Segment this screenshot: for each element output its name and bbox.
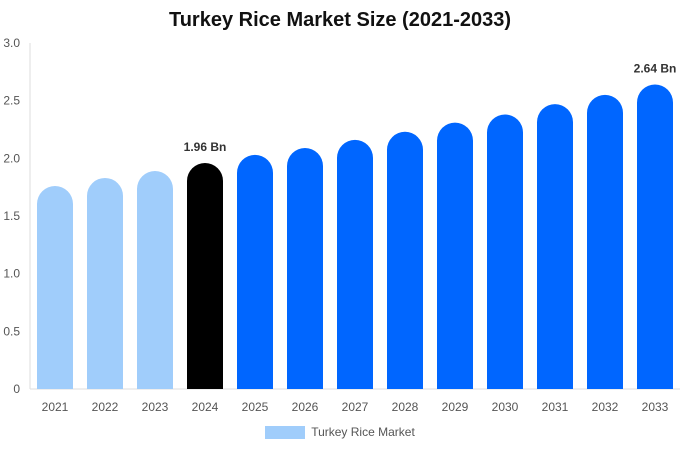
legend[interactable]: Turkey Rice Market [0,425,680,439]
y-tick-label: 1.5 [3,209,20,223]
x-tick-label: 2032 [592,400,619,414]
bar-2023[interactable] [137,171,173,389]
y-tick-label: 2.5 [3,94,20,108]
x-tick-label: 2029 [442,400,469,414]
x-tick-label: 2026 [292,400,319,414]
x-tick-label: 2023 [142,400,169,414]
bar-2026[interactable] [287,147,323,389]
bar-2032[interactable] [587,94,623,389]
x-tick-label: 2022 [92,400,119,414]
legend-label: Turkey Rice Market [311,425,415,439]
x-tick-label: 2024 [192,400,219,414]
bar-2027[interactable] [337,139,373,389]
bar-2033[interactable] [637,84,673,390]
bar-2031[interactable] [537,104,573,390]
chart-title: Turkey Rice Market Size (2021-2033) [168,9,512,31]
x-tick-label: 2033 [642,400,669,414]
bar-2028[interactable] [387,131,423,389]
y-tick-label: 2.0 [3,151,20,165]
bar-chart: 0 0.5 1.0 1.5 2.0 2.5 3.0 2021 2022 2023 2024 2025 2… [3,36,680,414]
x-tick-label: 2030 [492,400,519,414]
x-tick-label: 2021 [42,400,69,414]
x-tick-label: 2025 [242,400,269,414]
bar-2021[interactable] [37,186,73,389]
y-tick-label: 1.0 [3,267,20,281]
bar-2022[interactable] [87,177,123,389]
y-tick-label: 3.0 [3,36,20,50]
x-tick-label: 2028 [392,400,419,414]
bar-2029[interactable] [437,122,473,389]
legend-swatch [265,425,306,439]
data-label-2024: 1.96 Bn [184,140,227,154]
y-tick-label: 0.5 [3,324,20,338]
x-tick-label: 2027 [342,400,369,414]
x-tick-label: 2031 [542,400,569,414]
y-tick-label: 0 [13,382,20,396]
data-label-2033: 2.64 Bn [634,62,677,76]
bar-2030[interactable] [487,114,523,390]
bar-2024[interactable] [187,162,223,389]
bar-2025[interactable] [237,154,273,389]
